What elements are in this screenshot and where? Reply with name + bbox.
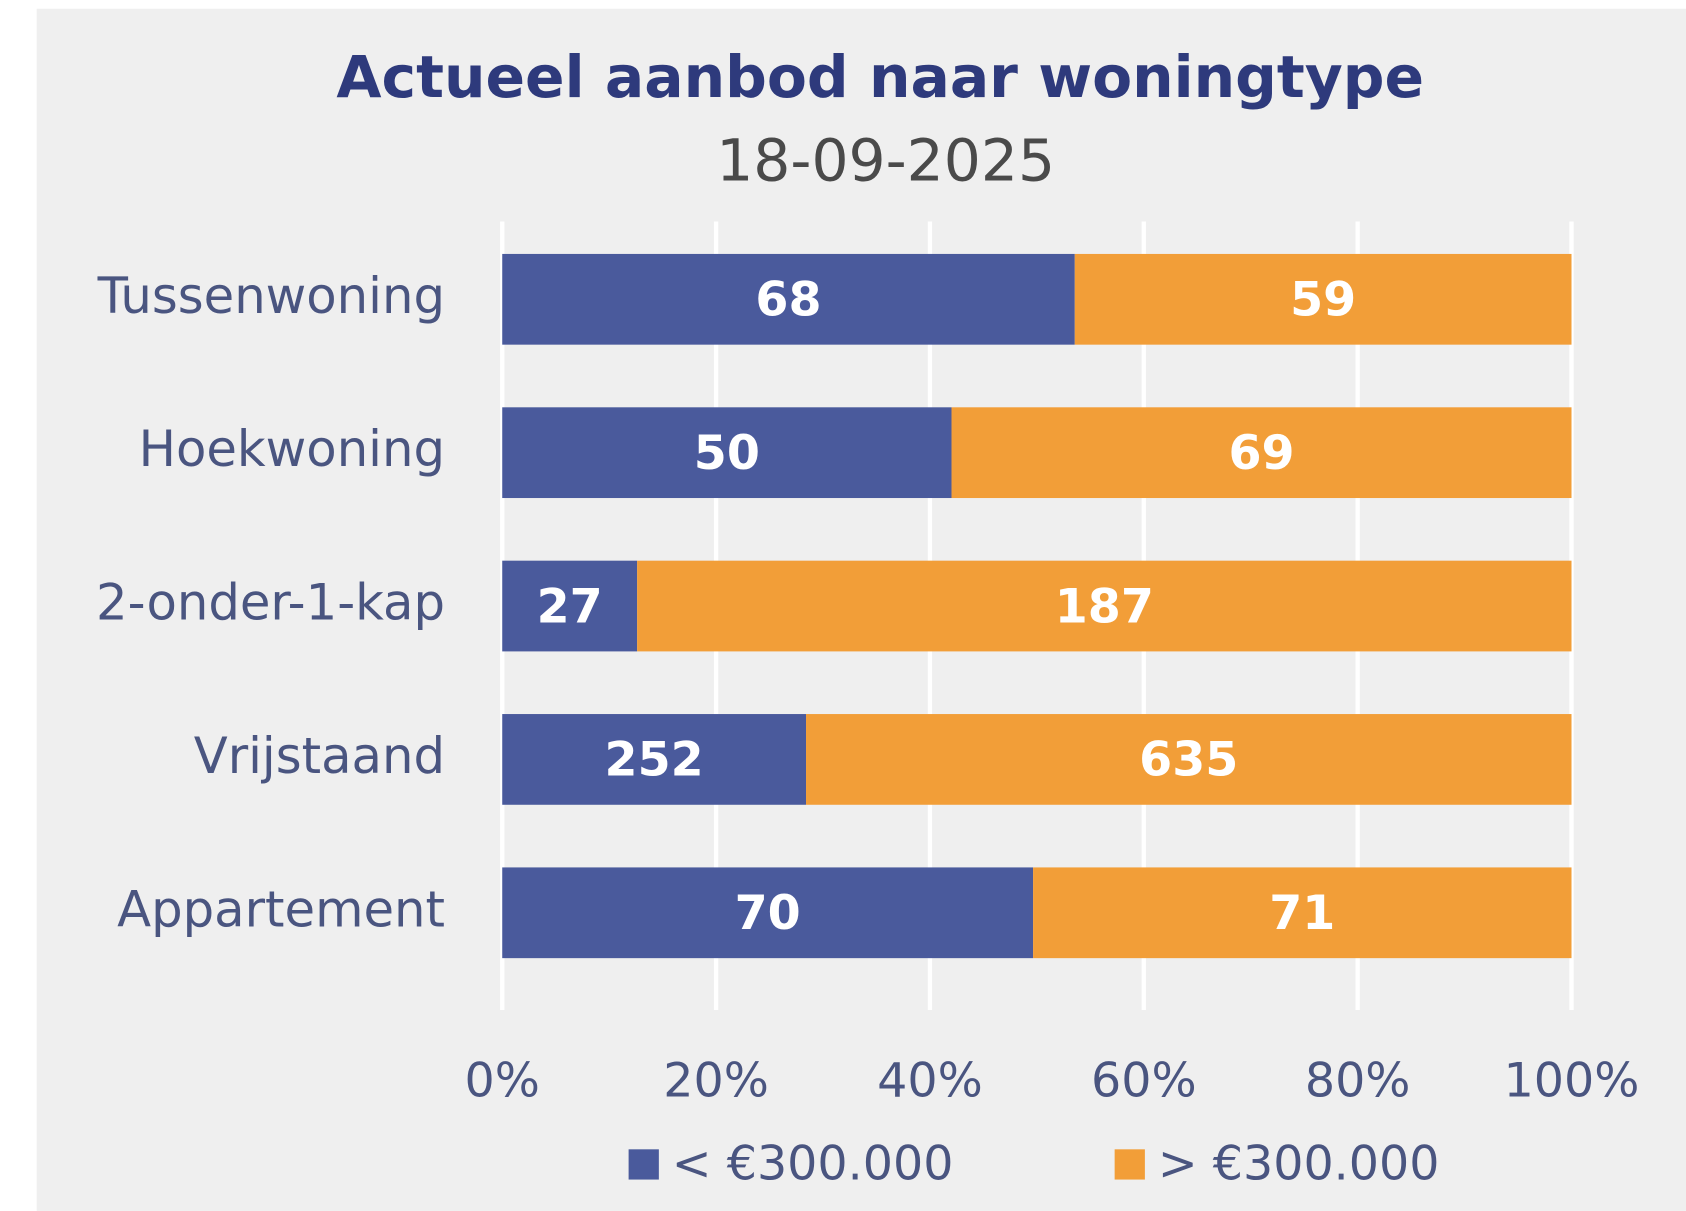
- data-label: 71: [1269, 886, 1335, 941]
- x-tick-label: 40%: [877, 1053, 983, 1108]
- bar-segment: [637, 560, 1572, 652]
- y-tick-label: 2-onder-1-kap: [96, 574, 445, 632]
- legend-label: < €300.000: [672, 1137, 954, 1192]
- bar-segment: [951, 407, 1572, 499]
- bar-segment: [502, 560, 638, 652]
- data-label: 70: [735, 886, 801, 941]
- bar-segment: [502, 407, 952, 499]
- x-tick-label: 100%: [1504, 1053, 1640, 1108]
- x-tick-label: 80%: [1305, 1053, 1411, 1108]
- data-label: 68: [755, 273, 821, 328]
- y-tick-label: Vrijstaand: [194, 727, 445, 785]
- x-tick-label: 60%: [1091, 1053, 1197, 1108]
- bar-segment: [502, 714, 807, 805]
- data-label: 59: [1290, 273, 1356, 328]
- chart-title: Actueel aanbod naar woningtype: [336, 43, 1424, 111]
- y-tick-label: Appartement: [117, 880, 445, 938]
- data-label: 69: [1228, 426, 1294, 481]
- data-label: 187: [1055, 579, 1154, 634]
- bar-segment: [1033, 867, 1572, 959]
- bar-segment: [502, 867, 1034, 959]
- y-tick-label: Hoekwoning: [139, 420, 445, 478]
- data-label: 50: [694, 426, 760, 481]
- legend-label: > €300.000: [1158, 1137, 1440, 1192]
- bar-segment: [1074, 253, 1572, 345]
- bar-segment: [806, 714, 1572, 805]
- data-label: 27: [537, 579, 603, 634]
- legend-swatch: [1114, 1149, 1145, 1180]
- bar-segment: [502, 253, 1075, 345]
- chart-subtitle: 18-09-2025: [716, 126, 1055, 194]
- x-tick-label: 0%: [465, 1053, 540, 1108]
- legend-swatch: [628, 1149, 659, 1180]
- data-label: 635: [1139, 733, 1238, 788]
- y-tick-label: Tussenwoning: [97, 267, 445, 325]
- x-tick-label: 20%: [663, 1053, 769, 1108]
- data-label: 252: [605, 733, 704, 788]
